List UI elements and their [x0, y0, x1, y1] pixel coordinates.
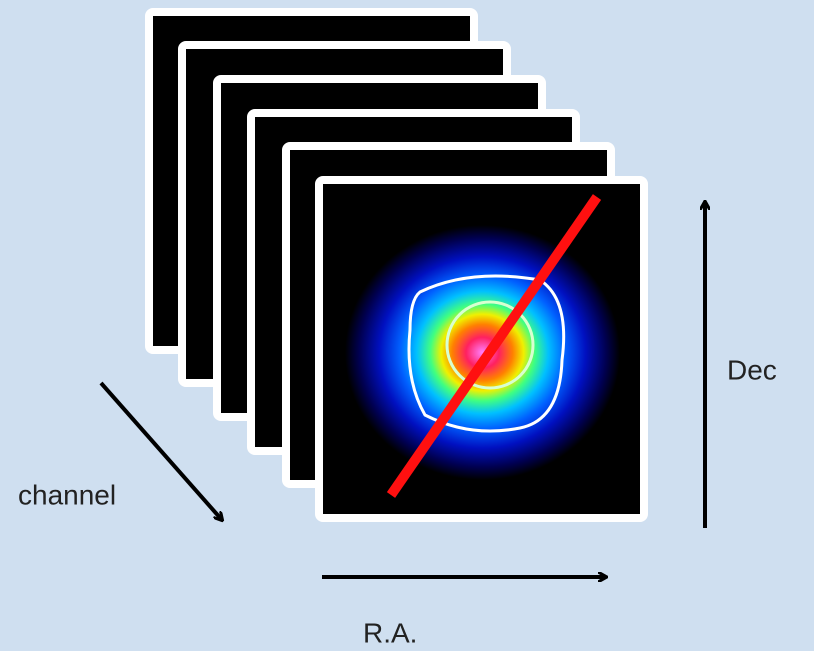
contour-inner: [445, 300, 535, 390]
channel-label: channel: [18, 479, 116, 510]
slice-line: [386, 194, 602, 498]
emission-map: [345, 225, 620, 480]
dec-label: Dec: [727, 354, 777, 385]
contour-outer: [407, 274, 566, 433]
ra-label: R.A.: [363, 617, 417, 648]
channel-arrow: [99, 381, 222, 520]
